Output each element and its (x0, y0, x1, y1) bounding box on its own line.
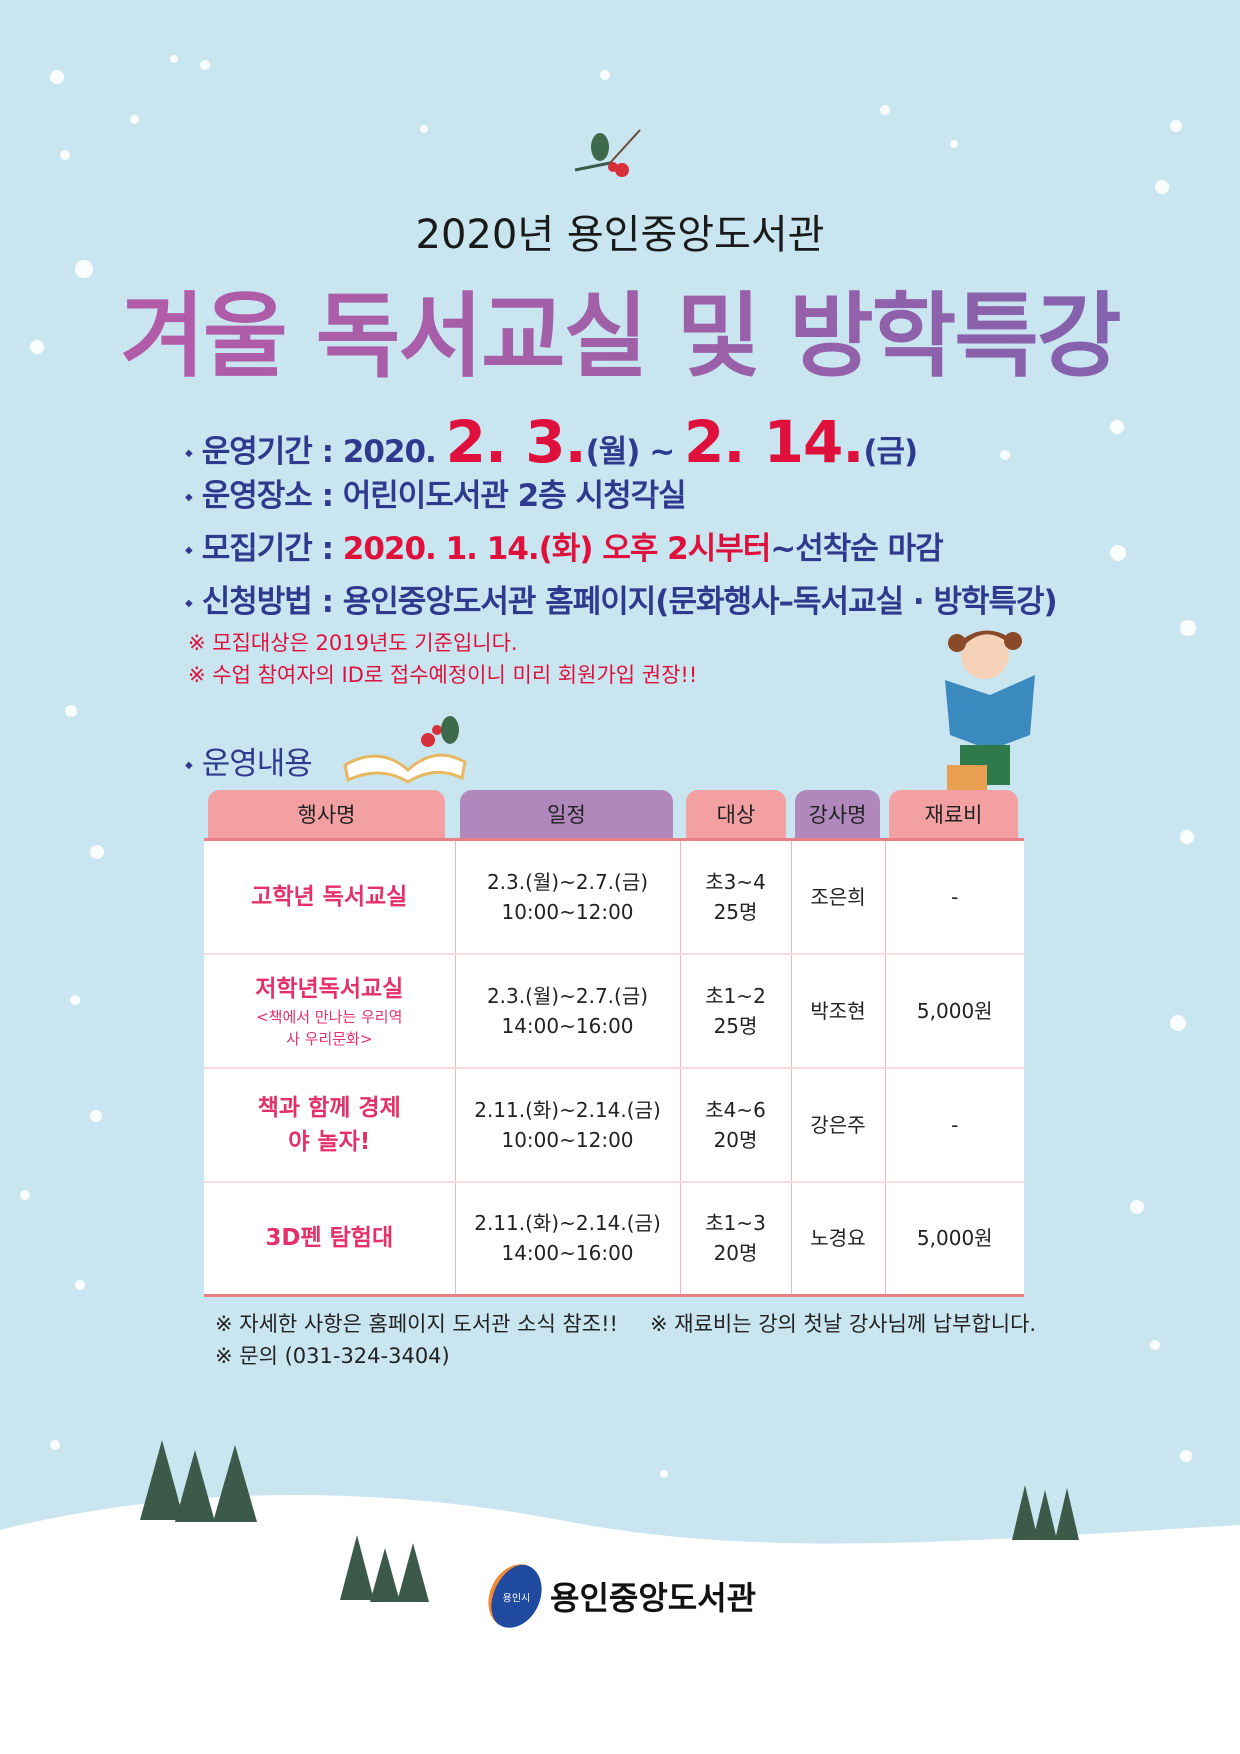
snowflake (1150, 1340, 1160, 1350)
column-header: 강사명 (795, 790, 880, 838)
table-row: 고학년 독서교실 2.3.(월)~2.7.(금) 10:00~12:00 초3~4… (204, 838, 1024, 954)
material-fee: - (884, 1066, 1024, 1182)
target: 초1~2 25명 (679, 952, 791, 1068)
snowflake (1110, 420, 1124, 434)
pine-trees-middle (340, 1535, 429, 1602)
table-row: 3D펜 탐험대 2.11.(화)~2.14.(금) 14:00~16:00 초1~… (204, 1180, 1024, 1296)
snowflake (1130, 1200, 1144, 1214)
material-fee: - (884, 838, 1024, 954)
snowy-ground (0, 1440, 1240, 1754)
column-header: 재료비 (889, 790, 1018, 838)
snowflake (1180, 620, 1196, 636)
footer-note: ※ 재료비는 강의 첫날 강사님께 납부합니다. (650, 1312, 1037, 1336)
column-header: 대상 (686, 790, 786, 838)
event-name: 고학년 독서교실 (204, 838, 455, 954)
column-header: 일정 (460, 790, 673, 838)
page-title: 겨울 독서교실 및 방학특강 (0, 262, 1240, 395)
open-book-icon (343, 716, 467, 784)
schedule: 2.11.(화)~2.14.(금) 14:00~16:00 (454, 1180, 680, 1296)
snowflake (1000, 450, 1010, 460)
snowflake (1180, 830, 1194, 844)
material-fee: 5,000원 (884, 952, 1024, 1068)
child-reading-illustration (945, 630, 1035, 790)
event-name: 책과 함께 경제야 놀자! (204, 1066, 455, 1182)
snowflake (60, 150, 70, 160)
footer-note: ※ 자세한 사항은 홈페이지 도서관 소식 참조!! (215, 1312, 618, 1336)
snowflake (1170, 120, 1182, 132)
pine-trees-left (140, 1440, 257, 1522)
note: ※ 수업 참여자의 ID로 접수예정이니 미리 회원가입 권장!! (188, 663, 698, 687)
snowflake (420, 125, 428, 133)
material-fee: 5,000원 (884, 1180, 1024, 1296)
section-title: ◆ 운영내용 (185, 746, 313, 782)
target: 초1~3 20명 (679, 1180, 791, 1296)
snowflake (20, 1190, 30, 1200)
schedule: 2.3.(월)~2.7.(금) 10:00~12:00 (454, 838, 680, 954)
snowflake (70, 995, 80, 1005)
info-apply: ◆ 신청방법 : 용인중앙도서관 홈페이지(문화행사–독서교실 · 방학특강) (185, 584, 1058, 620)
library-logo: 용인시 용인중앙도서관 (478, 1555, 757, 1637)
snowflake (170, 55, 178, 63)
snowflake (600, 70, 610, 80)
info-recruit: ◆ 모집기간 : 2020. 1. 14.(화) 오후 2시부터~선착순 마감 (185, 531, 944, 567)
snowflake (200, 60, 210, 70)
target: 초4~6 20명 (679, 1066, 791, 1182)
event-name: 저학년독서교실 <책에서 만나는 우리역사 우리문화> (204, 952, 455, 1068)
instructor: 노경요 (790, 1180, 885, 1296)
info-location: ◆ 운영장소 : 어린이도서관 2층 시청각실 (185, 478, 687, 514)
snowflake (75, 260, 93, 278)
snowflake (660, 1470, 668, 1478)
target: 초3~4 25명 (679, 838, 791, 954)
event-name: 3D펜 탐험대 (204, 1180, 455, 1296)
program-table: 고학년 독서교실 2.3.(월)~2.7.(금) 10:00~12:00 초3~4… (204, 838, 1024, 1297)
pine-trees-right (1012, 1485, 1079, 1540)
snowflake (1110, 545, 1126, 561)
snowflake (880, 105, 890, 115)
instructor: 조은희 (790, 838, 885, 954)
snowflake (1155, 180, 1169, 194)
info-period: ◆ 운영기간 : 2020. 2. 3.(월) ~ 2. 14.(금) (185, 408, 918, 476)
schedule: 2.3.(월)~2.7.(금) 14:00~16:00 (454, 952, 680, 1068)
holly-decoration-icon (574, 129, 641, 177)
snowflake (50, 70, 64, 84)
snowflake (1170, 1015, 1186, 1031)
snowflake (130, 115, 139, 124)
snowflake (30, 340, 44, 354)
note: ※ 모집대상은 2019년도 기준입니다. (188, 631, 518, 655)
snowflake (950, 140, 958, 148)
table-row: 책과 함께 경제야 놀자! 2.11.(화)~2.14.(금) 10:00~12:… (204, 1066, 1024, 1182)
schedule: 2.11.(화)~2.14.(금) 10:00~12:00 (454, 1066, 680, 1182)
snowflake (50, 1440, 60, 1450)
snowflake (75, 1280, 85, 1290)
contact-info: ※ 문의 (031-324-3404) (215, 1344, 450, 1368)
table-row: 저학년독서교실 <책에서 만나는 우리역사 우리문화> 2.3.(월)~2.7.(… (204, 952, 1024, 1068)
yongin-emblem-icon: 용인시 (478, 1555, 552, 1637)
snowflake (1180, 1450, 1192, 1462)
instructor: 박조현 (790, 952, 885, 1068)
column-header: 행사명 (208, 790, 445, 838)
logo-text: 용인중앙도서관 (550, 1579, 757, 1617)
snowflake (65, 705, 77, 717)
snowflake (90, 1110, 102, 1122)
subtitle: 2020년 용인중앙도서관 (415, 212, 825, 258)
snowflake (90, 845, 104, 859)
instructor: 강은주 (790, 1066, 885, 1182)
